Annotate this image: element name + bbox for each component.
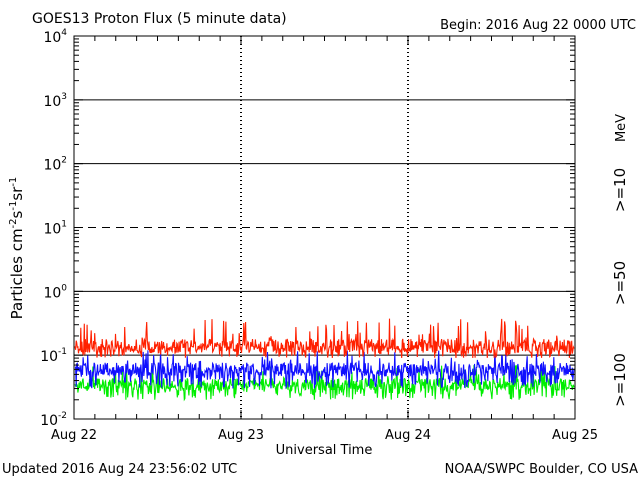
begin-date: Begin: 2016 Aug 22 0000 UTC <box>440 18 636 33</box>
source-credit: NOAA/SWPC Boulder, CO USA <box>445 462 638 477</box>
x-tick-label: Aug 24 <box>385 428 431 443</box>
y-tick-label: 104 <box>43 28 67 46</box>
legend-ge50: >=50 <box>611 261 629 305</box>
y-tick-label: 100 <box>43 283 67 301</box>
y-tick-label: 103 <box>43 92 67 110</box>
mev-label: MeV <box>614 114 629 142</box>
y-tick-label: 102 <box>43 156 67 174</box>
series-line <box>74 318 575 359</box>
legend-ge10: >=10 <box>611 168 629 212</box>
series-line <box>74 350 575 390</box>
series-layer <box>74 318 575 402</box>
y-tick-label: 101 <box>43 220 67 238</box>
x-tick-label: Aug 23 <box>218 428 264 443</box>
x-axis-label: Universal Time <box>276 443 373 458</box>
x-tick-label: Aug 25 <box>552 428 598 443</box>
y-axis-ticks: 10-2 10-1 100 101 102 103 104 <box>40 28 575 429</box>
x-axis-ticks: Aug 22 Aug 23 Aug 24 Aug 25 <box>51 36 598 443</box>
y-tick-label: 10-1 <box>40 347 67 365</box>
reference-lines <box>74 99 575 356</box>
updated-timestamp: Updated 2016 Aug 24 23:56:02 UTC <box>2 462 237 477</box>
y-tick-label: 10-2 <box>40 411 67 429</box>
y-axis-label: Particles cm-2s-1sr-1 <box>8 177 26 320</box>
chart-title: GOES13 Proton Flux (5 minute data) <box>32 11 287 27</box>
series-line <box>74 365 575 402</box>
x-tick-label: Aug 22 <box>51 428 97 443</box>
legend-ge100: >=100 <box>611 353 629 407</box>
